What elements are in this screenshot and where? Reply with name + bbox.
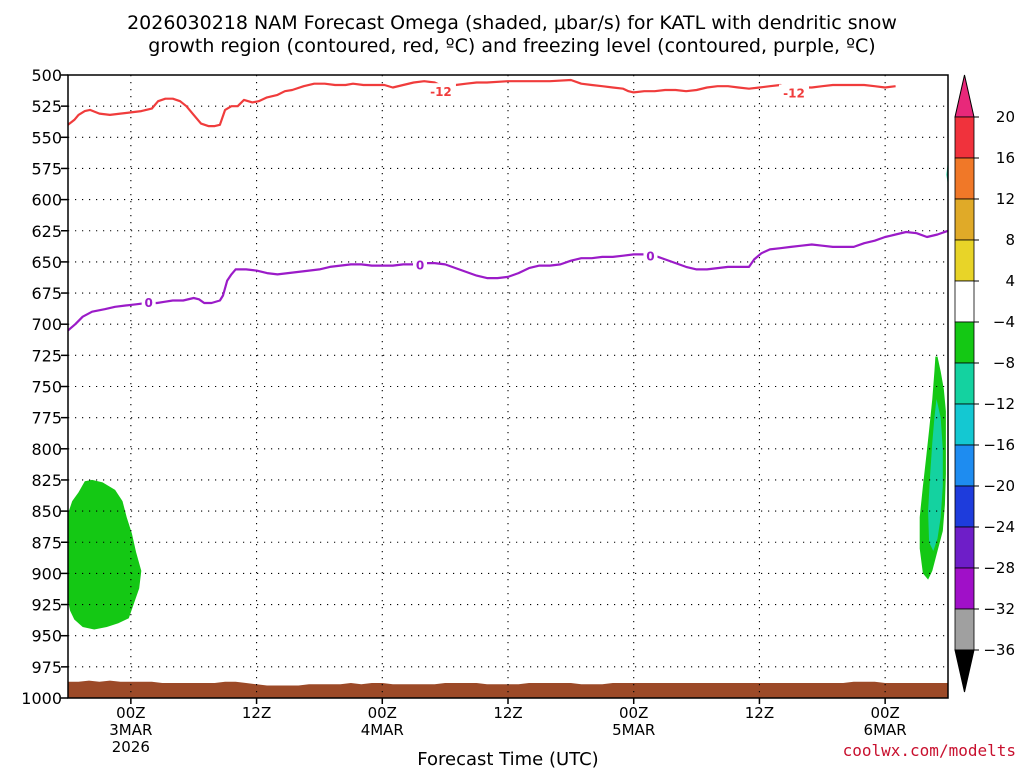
chart-title-line1: 2026030218 NAM Forecast Omega (shaded, μ… [127, 12, 897, 34]
y-tick-label: 900 [31, 564, 62, 583]
x-tick-label: 12Z [745, 704, 774, 722]
x-tick-label: 3MAR [109, 721, 152, 739]
colorbar-bin [954, 526, 975, 569]
contour-label-bg [643, 247, 658, 263]
y-tick-label: 850 [31, 502, 62, 521]
colorbar-bin [954, 321, 975, 364]
y-tick-label: 775 [31, 409, 62, 428]
contour-label: -12 [783, 86, 805, 100]
omega-region-0 [68, 479, 142, 630]
plot-frame [67, 74, 949, 699]
colorbar-label: 4 [1005, 272, 1015, 290]
colorbar-bin [954, 116, 975, 159]
colorbar-label: −36 [983, 641, 1015, 659]
y-tick-label: 875 [31, 533, 62, 552]
chart-title-line2: growth region (contoured, red, ºC) and f… [148, 35, 875, 57]
colorbar-label: −16 [983, 436, 1015, 454]
y-tick-label: 825 [31, 471, 62, 490]
colorbar-label: 12 [996, 190, 1015, 208]
y-tick-label: 600 [31, 191, 62, 210]
colorbar-bin [954, 362, 975, 405]
x-tick-label: 4MAR [361, 721, 404, 739]
y-tick-label: 675 [31, 284, 62, 303]
colorbar-bin [954, 608, 975, 651]
colorbar-bottom-arrow [954, 649, 975, 693]
colorbar-bin [954, 567, 975, 610]
contour-label-bg [141, 293, 156, 309]
y-tick-label: 950 [31, 627, 62, 646]
y-tick-label: 525 [31, 97, 62, 116]
colorbar-bin [954, 485, 975, 528]
colorbar-bin [954, 403, 975, 446]
contour-label: 0 [416, 258, 424, 272]
colorbar-label: −20 [983, 477, 1015, 495]
colorbar-label: −24 [983, 518, 1015, 536]
colorbar-label: −8 [993, 354, 1015, 372]
x-tick-label: 12Z [242, 704, 271, 722]
colorbar-bin [954, 280, 975, 323]
contour-label-bg [413, 256, 427, 272]
colorbar-bin [954, 444, 975, 487]
y-tick-label: 625 [31, 222, 62, 241]
colorbar-bin [954, 198, 975, 241]
colorbar-label: 16 [996, 149, 1015, 167]
y-tick-label: 975 [31, 658, 62, 677]
colorbar-top-arrow [954, 74, 975, 118]
y-tick-label: 650 [31, 253, 62, 272]
x-tick-label: 00Z [870, 704, 899, 722]
contour-label-bg [779, 84, 809, 100]
y-tick-label: 500 [31, 66, 62, 85]
y-tick-label: 750 [31, 378, 62, 397]
credit-link[interactable]: coolwx.com/modelts [843, 741, 1016, 760]
colorbar: 20 16 12 8 4 −4 −8 −12 −16 −20 −24 −28 −32 −36 [954, 74, 1015, 693]
colorbar-label: −28 [983, 559, 1015, 577]
colorbar-label: −4 [993, 313, 1015, 331]
colorbar-label: −32 [983, 600, 1015, 618]
x-tick-label: 5MAR [612, 721, 655, 739]
dendritic-isotherm-line [68, 78, 896, 128]
colorbar-label: −12 [983, 395, 1015, 413]
colorbar-bin [954, 239, 975, 282]
contour-label: -12 [430, 85, 452, 99]
y-tick-label: 800 [31, 440, 62, 459]
y-tick-label: 550 [31, 128, 62, 147]
omega-region-2 [928, 399, 943, 551]
x-tick-label: 2026 [112, 738, 150, 756]
x-tick-label: 00Z [368, 704, 397, 722]
x-tick-label: 00Z [619, 704, 648, 722]
x-tick-label: 6MAR [864, 721, 907, 739]
plot-area: -12 -12 0 0 0 500 525 550 575 600 625 650 675 700 725 7… [21, 66, 949, 756]
y-tick-label: 700 [31, 315, 62, 334]
x-axis-label: Forecast Time (UTC) [417, 749, 598, 768]
colorbar-label: 8 [1005, 231, 1015, 249]
x-tick-label: 12Z [493, 704, 522, 722]
freezing-level-line [68, 229, 948, 332]
x-tick-label: 00Z [116, 704, 145, 722]
y-tick-label: 725 [31, 346, 62, 365]
contour-label: 0 [646, 250, 654, 264]
contour-label: 0 [144, 296, 152, 310]
y-tick-label: 575 [31, 159, 62, 178]
y-tick-label: 925 [31, 596, 62, 615]
colorbar-bin [954, 157, 975, 200]
contour-label-bg [425, 83, 456, 99]
terrain-fill [68, 680, 948, 698]
colorbar-label: 20 [996, 108, 1015, 126]
y-tick-label: 1000 [21, 689, 62, 708]
